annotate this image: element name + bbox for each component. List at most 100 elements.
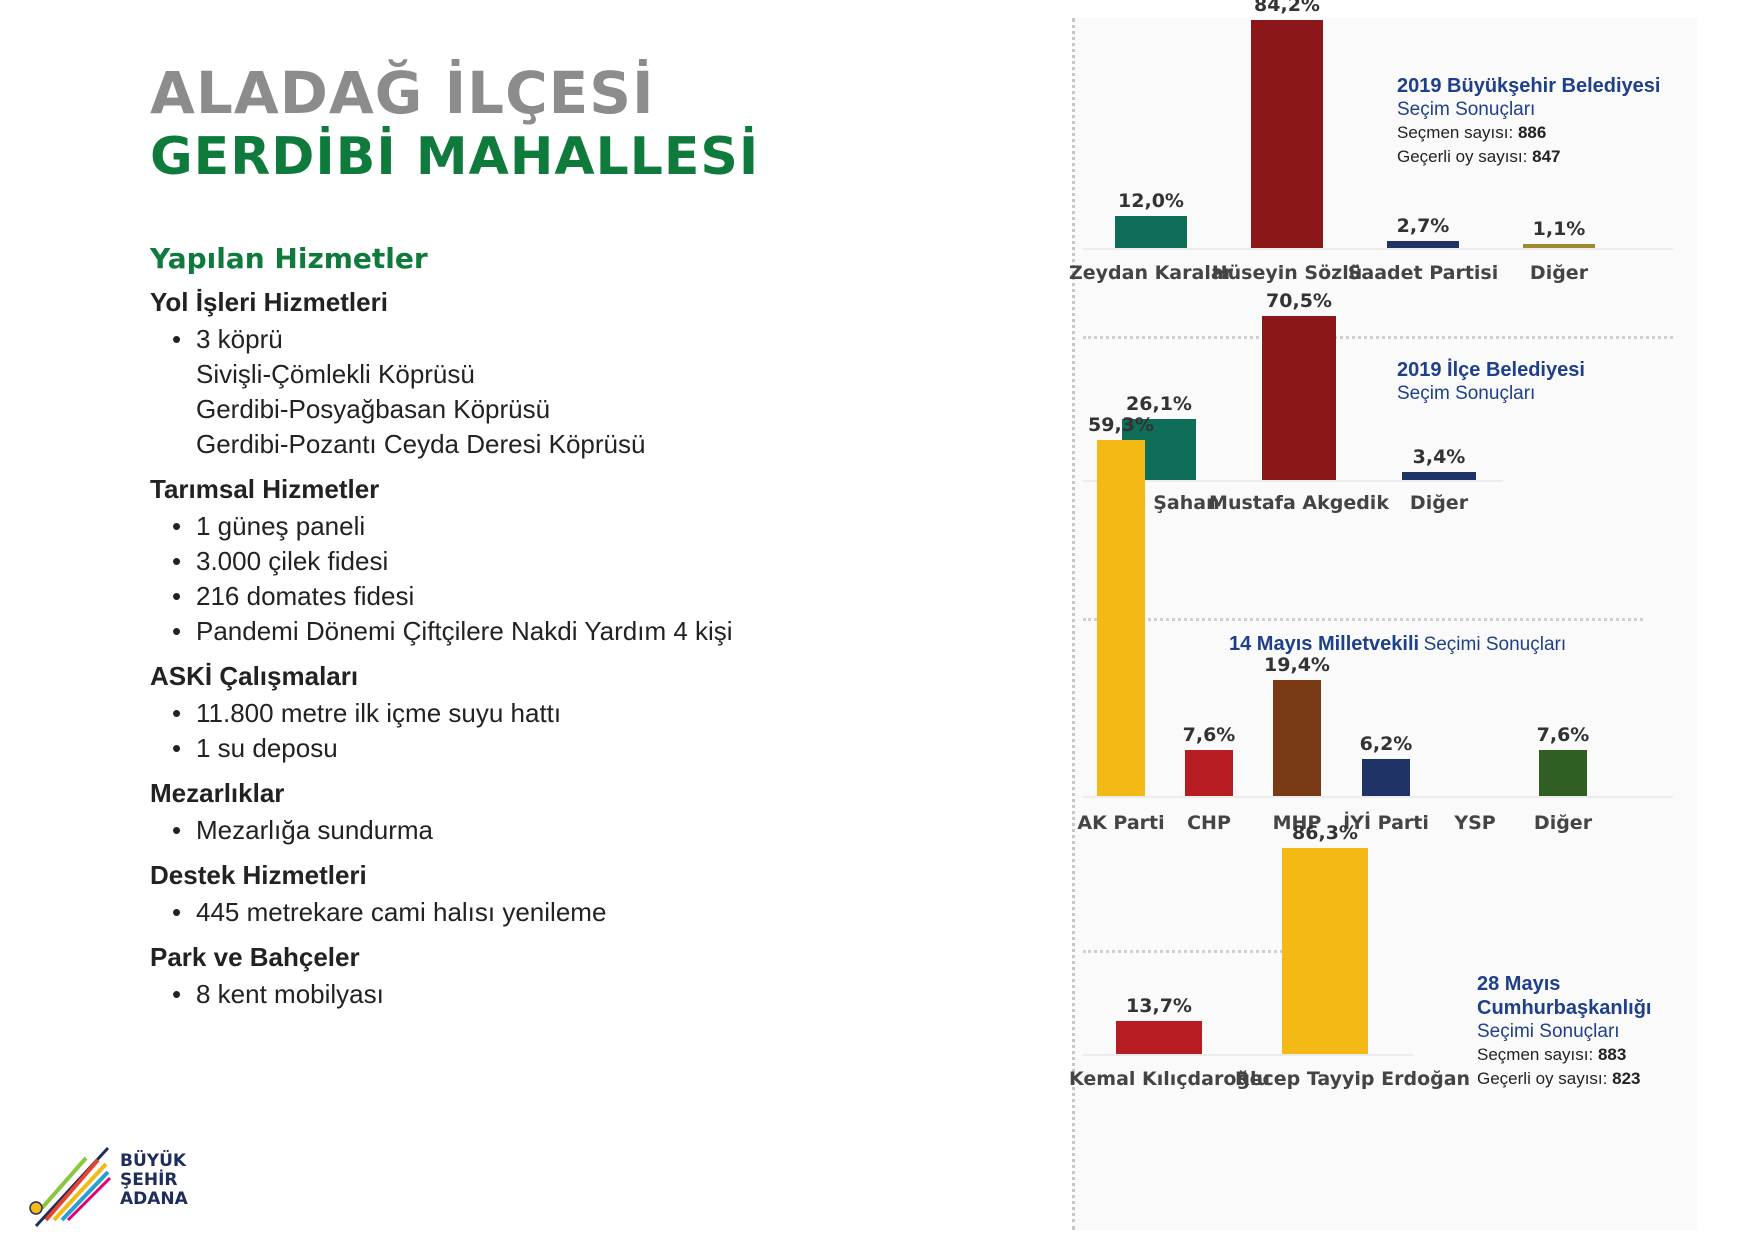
chart3-title: 14 Mayıs Milletvekili xyxy=(1229,633,1420,655)
chart2-title: 2019 İlçe Belediyesi xyxy=(1397,359,1585,381)
chart-category-label: Kemal Kılıçdaroğlu xyxy=(1069,1068,1271,1090)
chart3-subtitle: Seçimi Sonuçları xyxy=(1423,634,1567,655)
chart-bar xyxy=(1097,440,1145,796)
election-results-panel: 2019 Büyükşehir Belediyesi Seçim Sonuçla… xyxy=(1069,0,1697,1230)
chart2-info: 2019 İlçe Belediyesi Seçim Sonuçları xyxy=(1397,358,1585,405)
service-item: 3.000 çilek fidesi xyxy=(150,544,970,579)
chart4-voters-label: Seçmen sayısı: xyxy=(1477,1045,1594,1064)
service-items: Mezarlığa sundurma xyxy=(150,813,970,848)
service-items: 1 güneş paneli3.000 çilek fidesi216 doma… xyxy=(150,509,970,649)
left-column: ALADAĞ İLÇESİ GERDİBİ MAHALLESİ Yapılan … xyxy=(150,60,970,1012)
service-item: 1 güneş paneli xyxy=(150,509,970,544)
chart-data-label: 86,3% xyxy=(1292,822,1358,844)
service-category-title: Mezarlıklar xyxy=(150,778,285,808)
chart-data-label: 6,2% xyxy=(1359,732,1413,755)
chart-data-label: 59,3% xyxy=(1088,414,1154,436)
chart1-valid-label: Geçerli oy sayısı: xyxy=(1397,147,1528,166)
service-item: 3 köprü xyxy=(150,322,970,357)
chart-data-label: 1,1% xyxy=(1532,218,1586,240)
chart-axis xyxy=(1083,248,1673,250)
district-title: ALADAĞ İLÇESİ xyxy=(150,59,655,127)
chart-separator xyxy=(1083,336,1673,339)
service-items: 445 metrekare cami halısı yenileme xyxy=(150,895,970,930)
chart-bar xyxy=(1362,758,1410,796)
chart-data-label: 3,4% xyxy=(1412,446,1466,469)
chart-axis xyxy=(1083,1054,1413,1056)
chart1-voters-label: Seçmen sayısı: xyxy=(1397,123,1514,142)
service-item: 8 kent mobilyası xyxy=(150,977,970,1012)
chart-data-label: 26,1% xyxy=(1126,393,1192,416)
logo-stripes-icon xyxy=(29,1146,112,1228)
logo-text: BÜYÜK ŞEHİR ADANA xyxy=(120,1151,188,1209)
chart2-subtitle: Seçim Sonuçları xyxy=(1397,383,1536,404)
chart1-voters: 886 xyxy=(1517,123,1547,142)
service-items: 11.800 metre ilk içme suyu hattı1 su dep… xyxy=(150,696,970,766)
chart-data-label: 84,2% xyxy=(1254,0,1320,16)
chart-bar xyxy=(1251,20,1323,248)
neighborhood-title: GERDİBİ MAHALLESİ xyxy=(150,127,760,187)
chart-category-label: Diğer xyxy=(1529,262,1589,284)
chart-data-label: 70,5% xyxy=(1266,290,1332,312)
chart-category-label: YSP xyxy=(1454,812,1496,834)
chart-bar xyxy=(1262,316,1336,480)
chart-axis xyxy=(1083,480,1503,482)
chart-bar xyxy=(1185,750,1233,796)
chart-bar xyxy=(1273,679,1321,796)
service-category-title: ASKİ Çalışmaları xyxy=(150,661,359,691)
chart4-voters: 883 xyxy=(1597,1045,1627,1064)
chart-category-label: İYİ Parti xyxy=(1343,812,1429,834)
chart-bar xyxy=(1387,240,1459,248)
chart-category-label: Diğer xyxy=(1533,812,1593,834)
service-item: Pandemi Dönemi Çiftçilere Nakdi Yardım 4… xyxy=(150,614,970,649)
chart-axis xyxy=(1083,796,1673,798)
chart-data-label: 12,0% xyxy=(1118,189,1184,212)
chart-data-label: 7,6% xyxy=(1182,724,1236,747)
chart-category-label: Hüseyin Sözlü xyxy=(1211,262,1363,284)
chart-bar xyxy=(1115,215,1187,248)
chart-data-label: 19,4% xyxy=(1264,653,1330,676)
chart-bar xyxy=(1402,472,1476,480)
chart-separator xyxy=(1083,618,1643,621)
chart-category-label: MHP xyxy=(1272,812,1322,834)
chart-category-label: Zeydan Karalar xyxy=(1068,262,1234,284)
chart-bar xyxy=(1523,244,1595,248)
chart1-info: 2019 Büyükşehir Belediyesi Seçim Sonuçla… xyxy=(1397,74,1660,169)
chart-bar xyxy=(1282,848,1368,1054)
chart4-valid-label: Geçerli oy sayısı: xyxy=(1477,1069,1608,1088)
chart-category-label: Saadet Partisi xyxy=(1347,262,1499,284)
services-list: Yol İşleri Hizmetleri 3 köprüSivişli-Çöml… xyxy=(150,287,970,1012)
chart-category-label: Diğer xyxy=(1409,492,1469,514)
service-items: 8 kent mobilyası xyxy=(150,977,970,1012)
chart1-subtitle: Seçim Sonuçları xyxy=(1397,99,1536,120)
chart-category-label: Recep Tayyip Erdoğan xyxy=(1235,1068,1471,1090)
service-category-title: Park ve Bahçeler xyxy=(150,942,360,972)
chart-category-label: AK Parti xyxy=(1077,812,1165,834)
buyuksehir-adana-logo: BÜYÜK ŞEHİR ADANA xyxy=(28,1138,198,1230)
service-category-title: Destek Hizmetleri xyxy=(150,860,367,890)
chart3-info: 14 Mayıs Milletvekili Seçimi Sonuçları xyxy=(1229,632,1566,656)
chart4-valid: 823 xyxy=(1612,1069,1641,1088)
service-item: 445 metrekare cami halısı yenileme xyxy=(150,895,970,930)
chart-bar xyxy=(1539,750,1587,796)
chart-separator xyxy=(1083,950,1283,953)
chart-bar xyxy=(1116,1021,1202,1054)
service-item: 1 su deposu xyxy=(150,731,970,766)
chart1-valid: 847 xyxy=(1532,147,1561,166)
chart-data-label: 13,7% xyxy=(1126,995,1192,1018)
chart1-title: 2019 Büyükşehir Belediyesi xyxy=(1397,75,1661,97)
chart-data-label: 2,7% xyxy=(1396,214,1450,237)
service-item: Gerdibi-Pozantı Ceyda Deresi Köprüsü xyxy=(196,429,646,459)
service-category-title: Tarımsal Hizmetler xyxy=(150,474,380,504)
service-item: Sivişli-Çömlekli Köprüsü xyxy=(196,359,475,389)
chart-category-label: CHP xyxy=(1187,812,1231,834)
service-item: 216 domates fidesi xyxy=(150,579,970,614)
chart4-title: 28 Mayıs Cumhurbaşkanlığı xyxy=(1477,973,1652,1019)
service-item: Gerdibi-Posyağbasan Köprüsü xyxy=(196,394,551,424)
service-item: 11.800 metre ilk içme suyu hattı xyxy=(150,696,970,731)
service-item: Mezarlığa sundurma xyxy=(150,813,970,848)
chart4-subtitle: Seçimi Sonuçları xyxy=(1477,1021,1620,1042)
service-category-title: Yol İşleri Hizmetleri xyxy=(150,287,388,317)
chart-data-label: 7,6% xyxy=(1536,724,1590,747)
chart4-info: 28 Mayıs Cumhurbaşkanlığı Seçimi Sonuçla… xyxy=(1477,972,1677,1091)
